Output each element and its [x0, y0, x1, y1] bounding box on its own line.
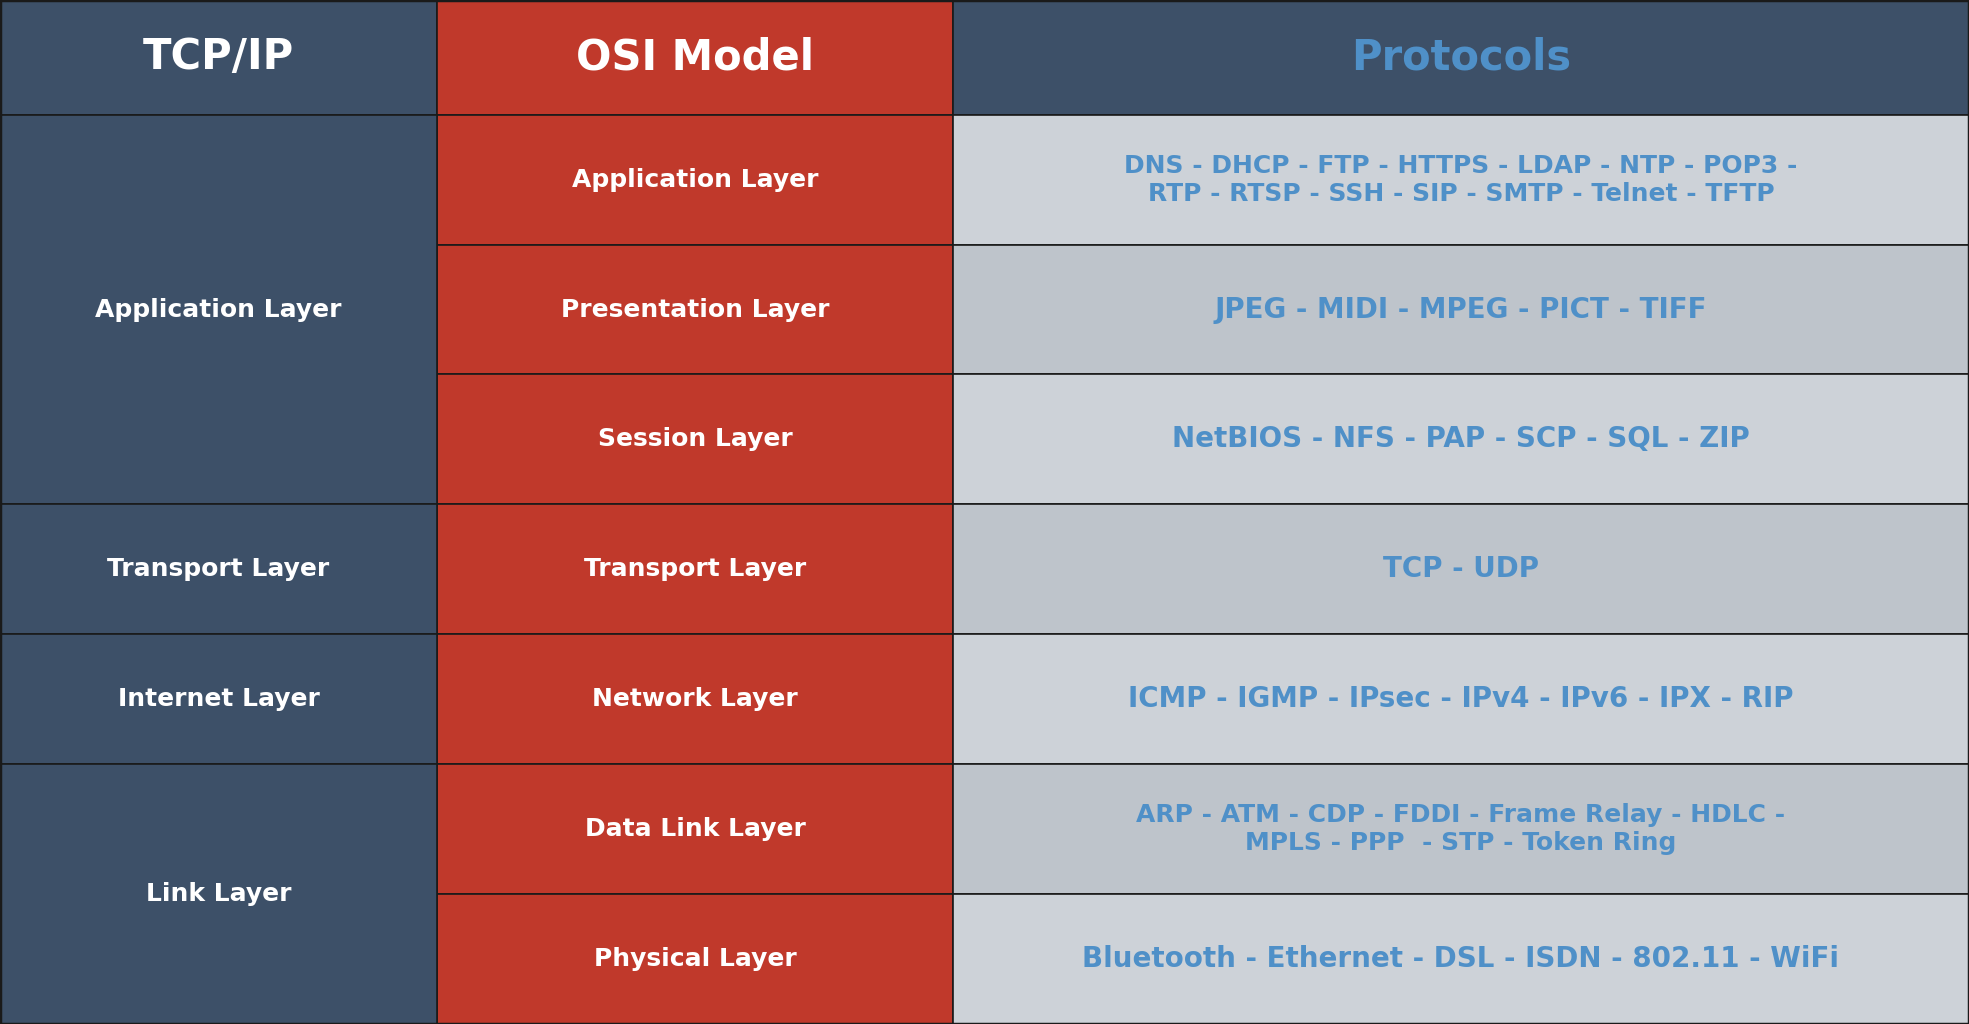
FancyBboxPatch shape: [0, 764, 437, 1024]
Text: Data Link Layer: Data Link Layer: [585, 817, 805, 841]
FancyBboxPatch shape: [953, 115, 1969, 245]
Text: NetBIOS - NFS - PAP - SCP - SQL - ZIP: NetBIOS - NFS - PAP - SCP - SQL - ZIP: [1172, 425, 1750, 454]
FancyBboxPatch shape: [953, 764, 1969, 894]
FancyBboxPatch shape: [437, 115, 953, 245]
Text: Protocols: Protocols: [1351, 36, 1571, 79]
FancyBboxPatch shape: [437, 634, 953, 764]
FancyBboxPatch shape: [437, 894, 953, 1024]
FancyBboxPatch shape: [953, 634, 1969, 764]
FancyBboxPatch shape: [437, 764, 953, 894]
Text: Network Layer: Network Layer: [593, 687, 797, 712]
Text: Transport Layer: Transport Layer: [108, 557, 329, 582]
FancyBboxPatch shape: [953, 245, 1969, 375]
FancyBboxPatch shape: [0, 115, 437, 505]
Text: ARP - ATM - CDP - FDDI - Frame Relay - HDLC -
MPLS - PPP  - STP - Token Ring: ARP - ATM - CDP - FDDI - Frame Relay - H…: [1136, 803, 1786, 855]
FancyBboxPatch shape: [953, 0, 1969, 115]
Text: Application Layer: Application Layer: [571, 168, 819, 191]
Text: Transport Layer: Transport Layer: [585, 557, 805, 582]
Text: Link Layer: Link Layer: [146, 882, 291, 906]
FancyBboxPatch shape: [0, 0, 437, 115]
Text: Physical Layer: Physical Layer: [595, 947, 795, 971]
FancyBboxPatch shape: [437, 505, 953, 634]
Text: TCP/IP: TCP/IP: [144, 36, 293, 79]
Text: Presentation Layer: Presentation Layer: [561, 298, 829, 322]
Text: Internet Layer: Internet Layer: [118, 687, 319, 712]
FancyBboxPatch shape: [953, 894, 1969, 1024]
Text: TCP - UDP: TCP - UDP: [1382, 555, 1540, 584]
Text: DNS - DHCP - FTP - HTTPS - LDAP - NTP - POP3 -
RTP - RTSP - SSH - SIP - SMTP - T: DNS - DHCP - FTP - HTTPS - LDAP - NTP - …: [1124, 154, 1798, 206]
Text: Application Layer: Application Layer: [95, 298, 343, 322]
FancyBboxPatch shape: [953, 505, 1969, 634]
FancyBboxPatch shape: [437, 245, 953, 375]
FancyBboxPatch shape: [0, 634, 437, 764]
FancyBboxPatch shape: [953, 375, 1969, 505]
FancyBboxPatch shape: [437, 0, 953, 115]
Text: Bluetooth - Ethernet - DSL - ISDN - 802.11 - WiFi: Bluetooth - Ethernet - DSL - ISDN - 802.…: [1083, 945, 1839, 973]
FancyBboxPatch shape: [437, 375, 953, 505]
Text: JPEG - MIDI - MPEG - PICT - TIFF: JPEG - MIDI - MPEG - PICT - TIFF: [1215, 296, 1707, 324]
Text: OSI Model: OSI Model: [577, 36, 813, 79]
Text: Session Layer: Session Layer: [599, 427, 792, 452]
FancyBboxPatch shape: [0, 505, 437, 634]
Text: ICMP - IGMP - IPsec - IPv4 - IPv6 - IPX - RIP: ICMP - IGMP - IPsec - IPv4 - IPv6 - IPX …: [1128, 685, 1794, 714]
